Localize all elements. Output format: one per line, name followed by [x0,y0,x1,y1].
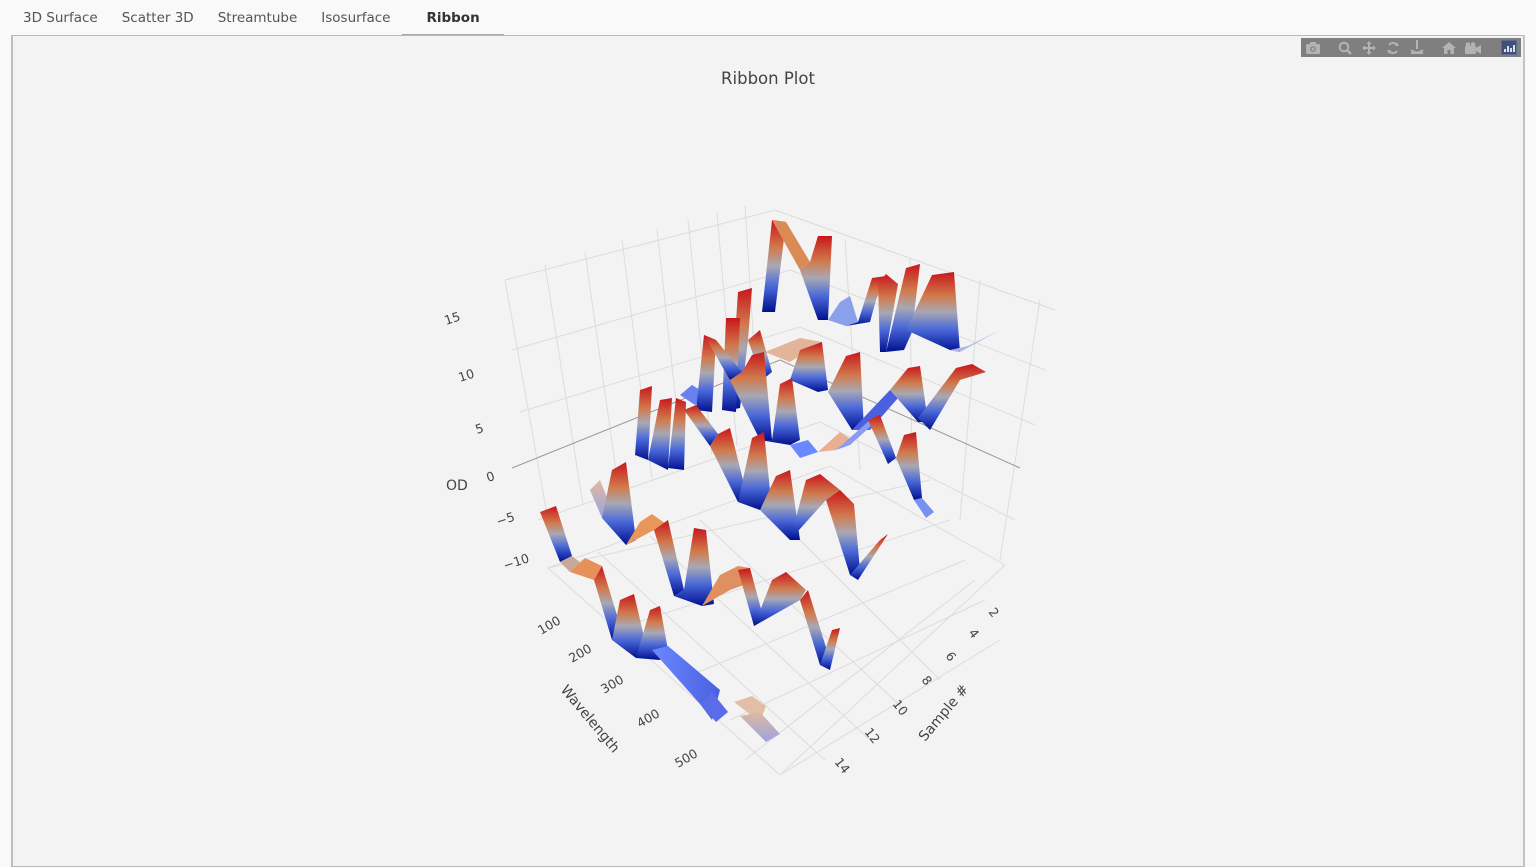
chart-title: Ribbon Plot [721,69,815,88]
ribbon-traces [540,220,1012,742]
reset-camera-last-save-icon[interactable] [1461,38,1485,57]
ribbon-sample-7 [635,386,888,580]
camera-icon[interactable] [1301,38,1325,57]
z-tick-15: 15 [442,309,462,328]
x-tick-300: 300 [598,672,626,697]
z-tick-minus10: −10 [501,550,531,572]
tab-3d-surface[interactable]: 3D Surface [23,10,98,26]
tab-isosurface[interactable]: Isosurface [321,10,391,26]
x-tick-400: 400 [634,706,662,731]
x-axis-title: Wavelength [557,682,623,756]
y-tick-8: 8 [919,673,936,689]
tab-scatter-3d[interactable]: Scatter 3D [121,10,194,26]
ribbon-sample-5 [680,335,934,518]
ribbon-sample-1 [762,220,1012,352]
z-axis: 15 10 5 0 −5 −10 OD [442,309,531,573]
ribbon-sample-13 [540,506,780,742]
pan-icon[interactable] [1357,38,1381,57]
z-tick-minus5: −5 [494,509,516,529]
y-tick-2: 2 [986,605,1003,621]
orbit-rotation-icon[interactable] [1381,38,1405,57]
x-tick-100: 100 [535,613,563,638]
y-tick-6: 6 [943,649,960,665]
y-tick-10: 10 [890,697,912,719]
turntable-rotation-icon[interactable] [1405,38,1429,57]
tab-bar: 3D Surface Scatter 3D Streamtube Isosurf… [11,0,504,37]
y-tick-14: 14 [832,755,854,777]
x-tick-200: 200 [566,641,594,666]
z-tick-0: 0 [484,468,496,485]
reset-camera-home-icon[interactable] [1437,38,1461,57]
modebar [1301,38,1521,57]
x-tick-500: 500 [672,746,700,771]
z-tick-10: 10 [456,366,476,385]
y-axis-title: Sample # [916,682,972,745]
y-tick-4: 4 [966,626,983,642]
z-axis-title: OD [446,478,468,494]
y-tick-12: 12 [862,725,884,747]
plotly-logo-icon[interactable] [1501,40,1517,55]
ribbon-sample-9 [590,462,840,670]
z-tick-5: 5 [473,420,485,437]
tab-streamtube[interactable]: Streamtube [217,10,298,26]
zoom-icon[interactable] [1333,38,1357,57]
